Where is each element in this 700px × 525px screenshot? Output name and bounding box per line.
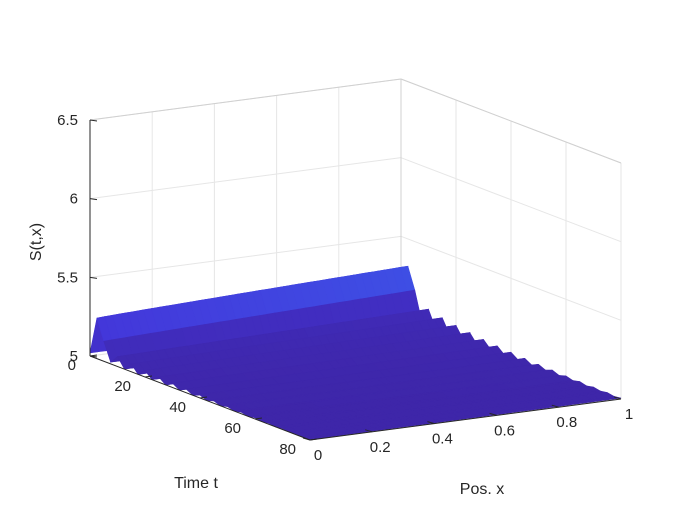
time-axis-label: Time t	[174, 475, 218, 492]
time-tick-label: 80	[279, 441, 296, 458]
z-tick-label: 6.5	[57, 112, 78, 129]
position-tick-label: 1	[625, 406, 633, 423]
z-tick-mark	[89, 276, 98, 279]
time-tick-mark	[254, 417, 263, 420]
position-tick-mark	[613, 396, 622, 400]
time-tick-mark	[199, 396, 208, 399]
wall-gridline	[400, 235, 622, 321]
back-edge	[89, 78, 402, 121]
wall-gridline	[89, 235, 402, 278]
z-tick-mark	[89, 198, 98, 201]
position-tick-mark	[551, 404, 559, 408]
time-tick-label: 0	[68, 357, 76, 374]
z-axis-ticks: 5 5.5 6 6.5	[57, 112, 98, 365]
z-tick-label: 5.5	[57, 269, 78, 286]
time-axis-ticks: 0 20 40 60 80	[68, 354, 318, 458]
time-tick-label: 60	[224, 420, 241, 437]
z-tick-mark	[89, 119, 98, 122]
time-tick-label: 20	[114, 378, 131, 395]
z-axis-label: S(t,x)	[28, 223, 45, 261]
position-axis-label: Pos. x	[460, 481, 504, 498]
z-tick-label: 6	[70, 191, 78, 208]
position-axis-line	[309, 398, 622, 441]
position-tick-label: 0.8	[556, 414, 577, 431]
position-tick-mark	[302, 437, 311, 441]
position-tick-label: 0.2	[370, 439, 391, 456]
position-tick-label: 0.6	[494, 422, 515, 439]
wall-gridline	[89, 157, 402, 200]
time-tick-mark	[309, 438, 318, 441]
position-tick-label: 0.4	[432, 431, 453, 448]
back-edge	[400, 78, 622, 164]
position-tick-mark	[427, 421, 435, 425]
position-axis-ticks: 0 0.2 0.4 0.6 0.8 1	[302, 396, 633, 464]
time-tick-mark	[89, 354, 98, 357]
time-tick-label: 40	[169, 399, 186, 416]
wall-gridline	[400, 157, 622, 243]
position-tick-mark	[365, 429, 373, 433]
z-tick-label: 5	[70, 348, 78, 365]
time-tick-mark	[144, 375, 153, 378]
surface-plot	[89, 265, 622, 440]
position-tick-label: 0	[314, 447, 322, 464]
position-tick-mark	[489, 412, 497, 416]
